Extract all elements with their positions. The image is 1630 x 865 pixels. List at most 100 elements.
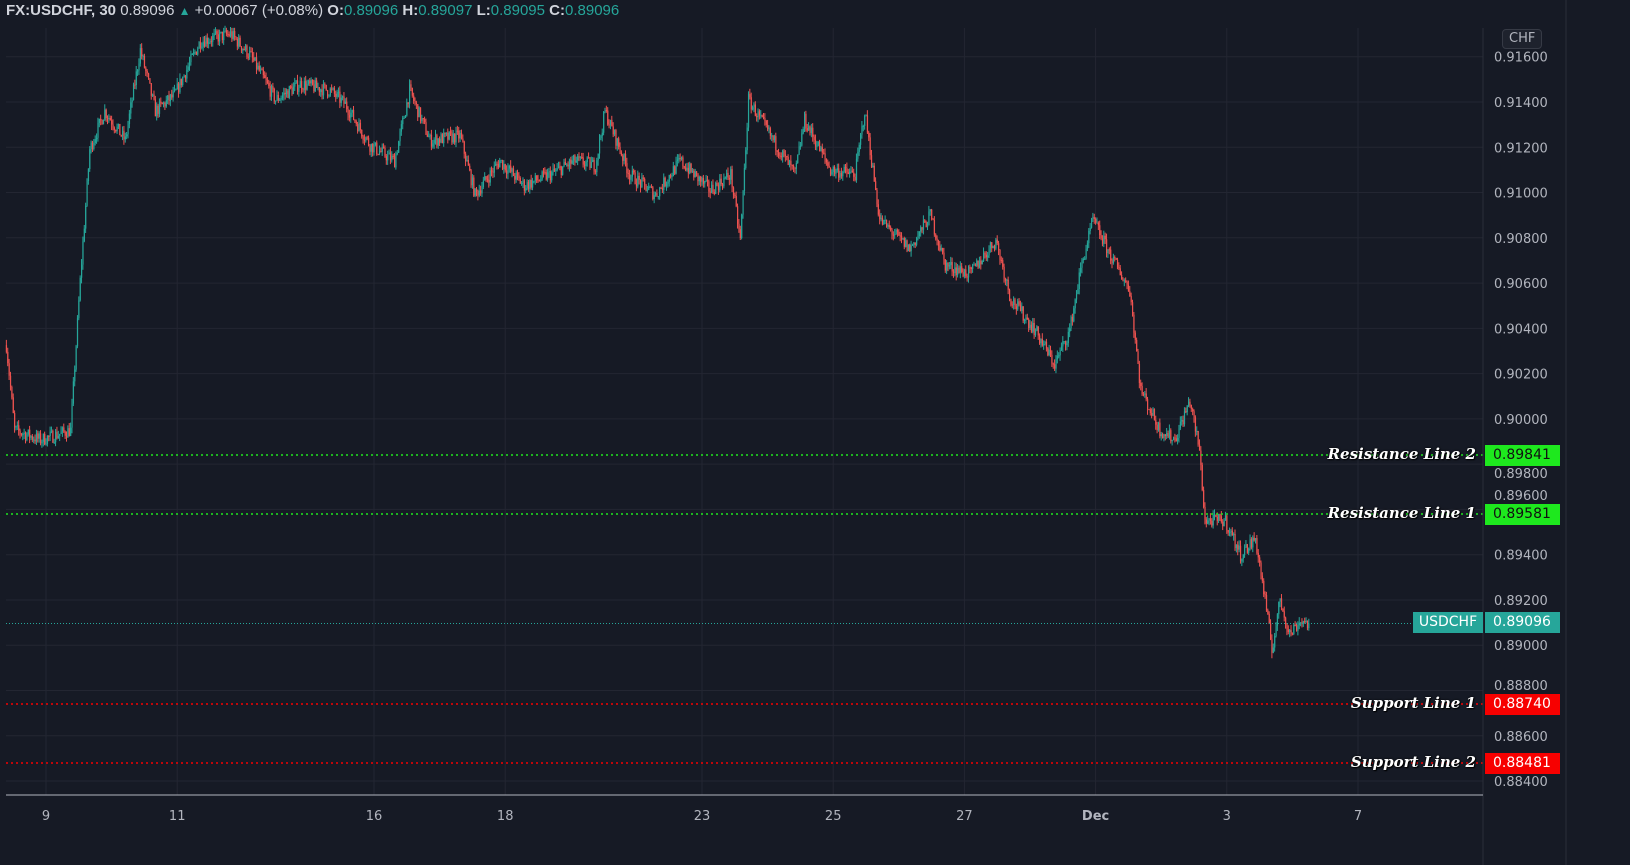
candle-body	[460, 132, 463, 139]
candle-body	[8, 363, 10, 376]
candle-body	[609, 119, 612, 125]
candle-body	[1263, 580, 1265, 595]
candle-body	[553, 168, 556, 171]
candle-body	[373, 145, 375, 153]
candle-body	[866, 115, 869, 133]
candle-body	[38, 433, 40, 439]
candle-body	[685, 167, 687, 171]
candle-body	[262, 69, 264, 76]
candle-body	[1233, 533, 1235, 536]
candle-body	[850, 170, 852, 172]
candle-body	[277, 95, 280, 101]
candle-body	[186, 69, 188, 79]
candle-body	[942, 247, 944, 253]
candle-body	[14, 413, 16, 428]
candle-body	[41, 441, 43, 444]
candle-body	[445, 132, 448, 134]
candle-body	[369, 145, 371, 152]
candle-body	[593, 159, 595, 172]
candle-body	[447, 132, 449, 140]
candle-body	[169, 94, 172, 102]
candle-body	[791, 165, 793, 167]
candle-body	[1047, 348, 1049, 356]
candle-body	[305, 81, 307, 90]
candle-body	[387, 154, 389, 161]
candle-body	[82, 241, 84, 265]
time-tick-label: 16	[366, 809, 383, 824]
candle-body	[1089, 227, 1091, 231]
candle-body	[624, 153, 627, 164]
symbol-title[interactable]: FX:USDCHF, 30	[6, 2, 117, 19]
candle-body	[347, 109, 349, 116]
candle-body	[348, 115, 351, 118]
candle-body	[1242, 554, 1244, 559]
candle-body	[42, 433, 44, 442]
candle-body	[142, 55, 144, 57]
candle-body	[1177, 437, 1179, 441]
candle-body	[104, 109, 106, 120]
candle-body	[1235, 544, 1238, 549]
candle-body	[456, 130, 459, 132]
candle-body	[596, 160, 598, 173]
candle-body	[778, 151, 780, 156]
candle-body	[749, 94, 751, 98]
candle-body	[1226, 515, 1228, 531]
candle-body	[637, 175, 639, 187]
currency-button[interactable]: CHF	[1502, 29, 1543, 49]
candle-body	[72, 381, 75, 404]
candle-body	[107, 117, 109, 119]
last-price: 0.89096	[120, 2, 175, 19]
candle-body	[694, 171, 696, 178]
candle-body	[713, 191, 715, 194]
price-tick-label: 0.88800	[1494, 679, 1548, 694]
candle-body	[860, 134, 862, 145]
candle-body	[786, 156, 788, 158]
candle-body	[1022, 306, 1024, 321]
candle-body	[649, 186, 651, 188]
candle-body	[944, 259, 946, 271]
candle-body	[204, 41, 206, 47]
candle-body	[1024, 319, 1026, 321]
candle-body	[1183, 411, 1186, 425]
candle-body	[1252, 537, 1254, 548]
candle-body	[758, 111, 761, 116]
candle-body	[988, 248, 990, 256]
candle-body	[894, 234, 896, 236]
candle-body	[141, 48, 143, 57]
candle-body	[948, 265, 951, 267]
candle-body	[441, 134, 444, 144]
candle-body	[877, 204, 879, 215]
candle-body	[313, 84, 315, 92]
candle-body	[182, 77, 184, 86]
candle-body	[1272, 647, 1274, 653]
candle-body	[1080, 267, 1082, 273]
candle-body	[1270, 623, 1272, 640]
candle-body	[1207, 520, 1209, 524]
candle-body	[585, 161, 587, 167]
candle-body	[458, 130, 460, 139]
candle-body	[1229, 532, 1231, 534]
candle-body	[318, 87, 321, 93]
low-label: L:	[476, 2, 491, 19]
candle-body	[100, 118, 102, 121]
candle-body	[989, 242, 992, 249]
candle-body	[1097, 222, 1100, 226]
price-tick-label: 0.90000	[1494, 413, 1548, 428]
candle-body	[704, 181, 706, 184]
candle-body	[898, 231, 900, 236]
candle-body	[835, 170, 837, 174]
candle-body	[336, 92, 338, 97]
open-value: 0.89096	[343, 2, 399, 19]
up-triangle-icon: ▲	[178, 4, 191, 18]
candle-body	[187, 66, 189, 70]
candle-body	[1028, 319, 1030, 328]
price-axis[interactable]: 0.88400 0.88600 0.88800 0.89000 0.89200 0.894…	[1494, 51, 1548, 790]
candle-body	[322, 83, 325, 96]
candle-body	[1160, 434, 1162, 437]
candle-body	[484, 176, 486, 181]
time-tick-label: 25	[825, 809, 842, 824]
candle-body	[664, 177, 666, 187]
time-axis[interactable]: 9 11 16 18 23 25 27 Dec 3 7	[42, 809, 1362, 824]
candle-body	[686, 167, 688, 171]
